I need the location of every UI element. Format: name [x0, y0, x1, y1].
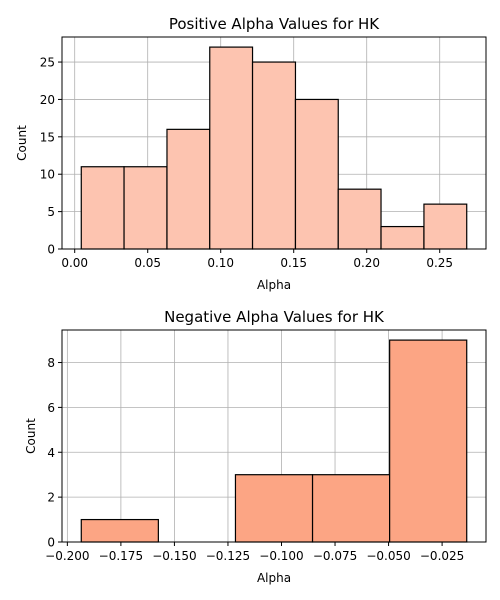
x-tick-label: 0.15	[280, 256, 307, 270]
x-axis-label: Alpha	[257, 571, 291, 585]
x-tick-label: −0.175	[99, 549, 143, 563]
y-tick-label: 15	[40, 130, 55, 144]
chart-title: Negative Alpha Values for HK	[164, 308, 385, 326]
axes-frame	[61, 36, 487, 250]
y-tick-label: 10	[40, 168, 55, 182]
histogram-bar	[423, 203, 468, 250]
histogram-bar	[294, 98, 339, 250]
y-tick-label: 25	[40, 56, 55, 70]
histogram-bar	[209, 46, 254, 250]
x-tick-label: −0.025	[420, 549, 464, 563]
axes-frame	[61, 329, 487, 543]
x-tick-label: −0.075	[313, 549, 357, 563]
y-tick-label: 20	[40, 93, 55, 107]
positive-alpha-histogram: 0.00 0.05 0.10 0.15 0.20 0.25 0 5 10 15 20 25 Positi…	[15, 15, 487, 292]
y-tick-label: 8	[47, 356, 55, 370]
x-tick-label: 0.05	[134, 256, 161, 270]
histogram-bar	[234, 474, 314, 543]
negative-alpha-histogram: −0.200 −0.175 −0.150 −0.125 −0.100 −0.075 −0.0…	[24, 308, 487, 585]
x-tick-label: −0.050	[366, 549, 410, 563]
chart-title: Positive Alpha Values for HK	[169, 15, 380, 33]
x-tick-label: 0.20	[353, 256, 380, 270]
x-tick-label: −0.200	[45, 549, 89, 563]
x-tick-label: 0.00	[61, 256, 88, 270]
y-axis-label: Count	[15, 125, 29, 161]
x-tick-label: 0.10	[207, 256, 234, 270]
histogram-bar	[337, 188, 382, 250]
x-tick-label: −0.125	[206, 549, 250, 563]
histogram-bar	[166, 128, 211, 250]
y-axis-label: Count	[24, 418, 38, 454]
histogram-bar	[80, 518, 159, 543]
histogram-bar	[123, 166, 168, 250]
histogram-bar	[311, 474, 391, 543]
histogram-bar	[80, 166, 125, 250]
histogram-bar	[251, 61, 297, 250]
x-axis-label: Alpha	[257, 278, 291, 292]
y-tick-label: 0	[47, 536, 55, 550]
x-tick-label: −0.150	[152, 549, 196, 563]
y-tick-label: 6	[47, 401, 55, 415]
y-tick-label: 5	[47, 205, 55, 219]
histogram-bar	[380, 225, 425, 250]
y-tick-label: 0	[47, 243, 55, 257]
x-tick-label: 0.25	[426, 256, 453, 270]
y-tick-label: 4	[47, 446, 55, 460]
histogram-bar	[389, 339, 468, 543]
x-tick-label: −0.100	[259, 549, 303, 563]
y-tick-label: 2	[47, 491, 55, 505]
